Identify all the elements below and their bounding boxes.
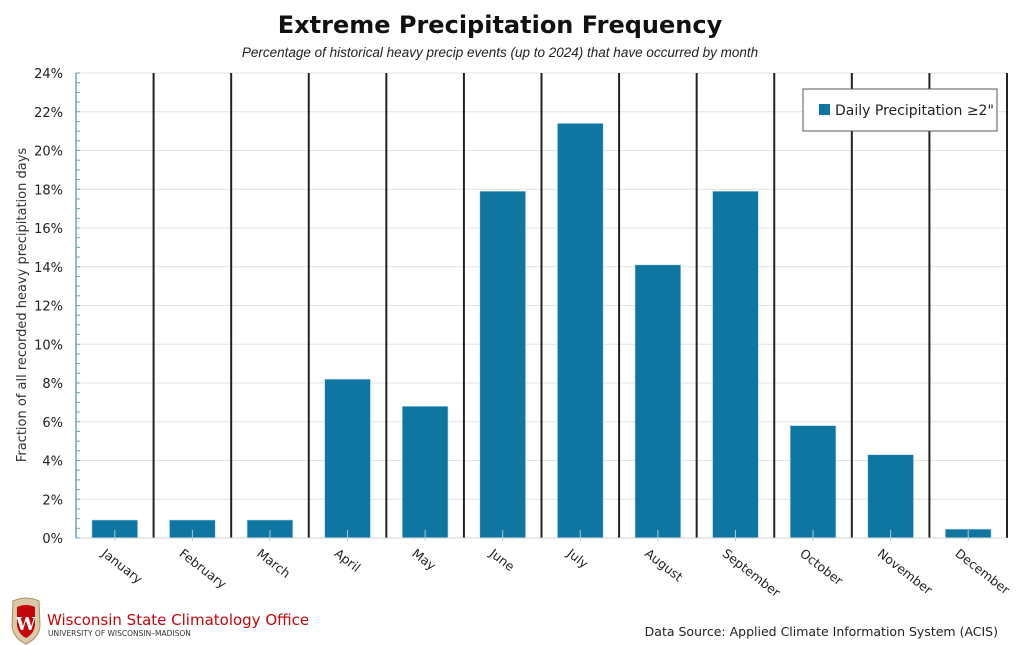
y-tick-label: 4%: [42, 455, 63, 470]
bar-april: [324, 378, 371, 539]
wsco-logo: W Wisconsin State Climatology Office UNI…: [11, 597, 309, 645]
y-tick-label: 8%: [42, 377, 63, 392]
y-axis: [75, 72, 1007, 539]
x-tick-label: October: [797, 546, 846, 589]
legend-swatch: [819, 104, 830, 115]
chart-subtitle: Percentage of historical heavy precip ev…: [242, 45, 758, 60]
legend-label: Daily Precipitation ≥2": [835, 103, 994, 119]
data-source: Data Source: Applied Climate Information…: [645, 624, 998, 639]
x-tick-label: January: [98, 545, 146, 587]
y-tick-label: 24%: [34, 67, 63, 82]
logo-title: Wisconsin State Climatology Office: [47, 611, 309, 629]
y-tick-label: 14%: [34, 261, 63, 276]
legend: Daily Precipitation ≥2": [802, 88, 998, 132]
x-tick-label: November: [875, 546, 936, 598]
bar-june: [479, 190, 526, 539]
uw-crest-icon: W: [11, 597, 41, 645]
x-tick-label: March: [254, 546, 293, 581]
bar-may: [401, 405, 449, 539]
bar-august: [634, 264, 682, 539]
x-tick-label: April: [332, 546, 364, 575]
x-tick-label: May: [409, 546, 439, 574]
y-tick-label: 22%: [34, 106, 63, 121]
month-dividers: [152, 73, 1008, 538]
x-tick-label: September: [720, 546, 784, 601]
chart-title: Extreme Precipitation Frequency: [278, 11, 723, 39]
x-tick-labels: January February March April May June July Augu…: [98, 545, 1013, 601]
y-tick-label: 16%: [34, 222, 63, 237]
y-tick-label: 20%: [34, 145, 63, 160]
y-tick-label: 12%: [34, 300, 63, 315]
y-tick-label: 0%: [42, 532, 63, 547]
bar-july: [557, 123, 604, 539]
y-tick-label: 10%: [34, 338, 63, 353]
x-tick-label: July: [564, 545, 592, 572]
y-axis-label: Fraction of all recorded heavy precipita…: [15, 148, 30, 463]
x-tick-label: December: [952, 546, 1013, 598]
x-tick-label: June: [486, 545, 518, 574]
bars: [91, 123, 992, 541]
x-tick-label: February: [177, 546, 230, 592]
logo-subtitle: UNIVERSITY OF WISCONSIN–MADISON: [48, 629, 191, 638]
legend-box: [802, 88, 998, 132]
bar-november: [867, 454, 914, 539]
y-tick-label: 2%: [42, 493, 63, 508]
svg-text:W: W: [15, 614, 37, 635]
y-tick-label: 18%: [34, 183, 63, 198]
y-tick-labels: 0% 2% 4% 6% 8% 10% 12% 14% 16% 18% 20% 22% 24%: [34, 67, 63, 547]
x-tick-label: August: [642, 546, 686, 585]
y-tick-label: 6%: [42, 416, 63, 431]
bar-october: [789, 425, 837, 539]
bar-september: [712, 190, 759, 539]
